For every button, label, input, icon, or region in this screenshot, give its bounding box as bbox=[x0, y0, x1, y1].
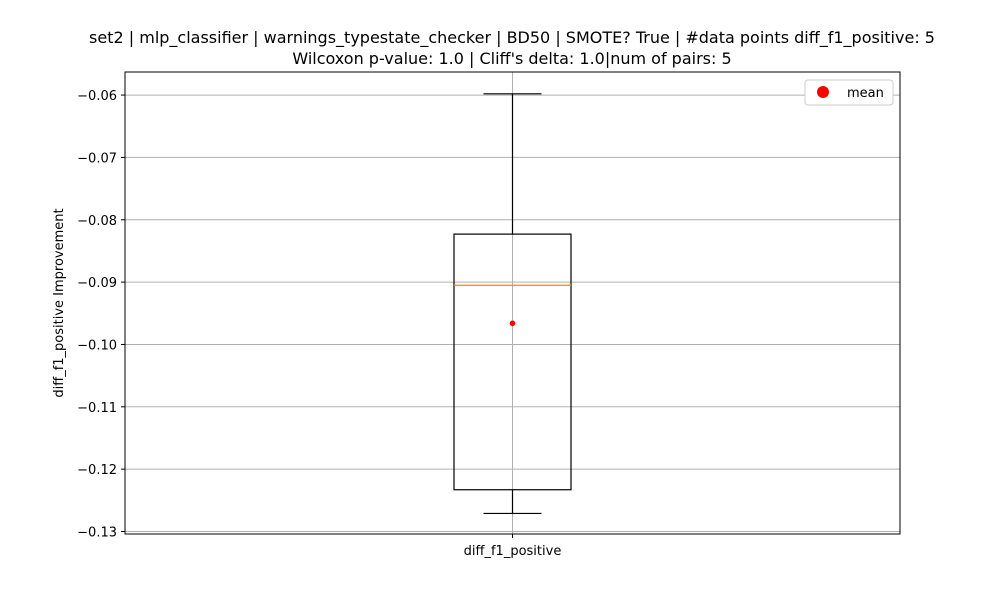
y-tick-label: −0.11 bbox=[77, 401, 117, 416]
y-axis-ticks: −0.06 −0.07 −0.08 −0.09 −0.10 −0.11 −0.12 −0.13 bbox=[77, 89, 125, 541]
y-tick-label: −0.12 bbox=[77, 463, 117, 478]
y-tick-label: −0.06 bbox=[77, 89, 117, 104]
mean-marker bbox=[509, 320, 516, 327]
legend-mean-marker bbox=[817, 86, 829, 98]
chart-title: set2 | mlp_classifier | warnings_typesta… bbox=[89, 28, 935, 48]
legend-mean-label: mean bbox=[847, 86, 884, 101]
box-group bbox=[453, 93, 572, 515]
chart-subtitle: Wilcoxon p-value: 1.0 | Cliff's delta: 1… bbox=[292, 49, 731, 68]
x-axis-ticks: diff_f1_positive bbox=[464, 534, 562, 559]
y-tick-label: −0.10 bbox=[77, 338, 117, 353]
legend: mean bbox=[804, 79, 894, 106]
x-tick-label: diff_f1_positive bbox=[464, 544, 562, 559]
y-tick-label: −0.13 bbox=[77, 526, 117, 541]
grid-lines bbox=[125, 72, 900, 534]
y-tick-label: −0.07 bbox=[77, 151, 117, 166]
y-tick-label: −0.09 bbox=[77, 276, 117, 291]
iqr-box bbox=[453, 233, 572, 491]
y-tick-label: −0.08 bbox=[77, 214, 117, 229]
y-axis-label: diff_f1_positive Improvement bbox=[52, 208, 67, 397]
legend-box bbox=[804, 79, 894, 106]
